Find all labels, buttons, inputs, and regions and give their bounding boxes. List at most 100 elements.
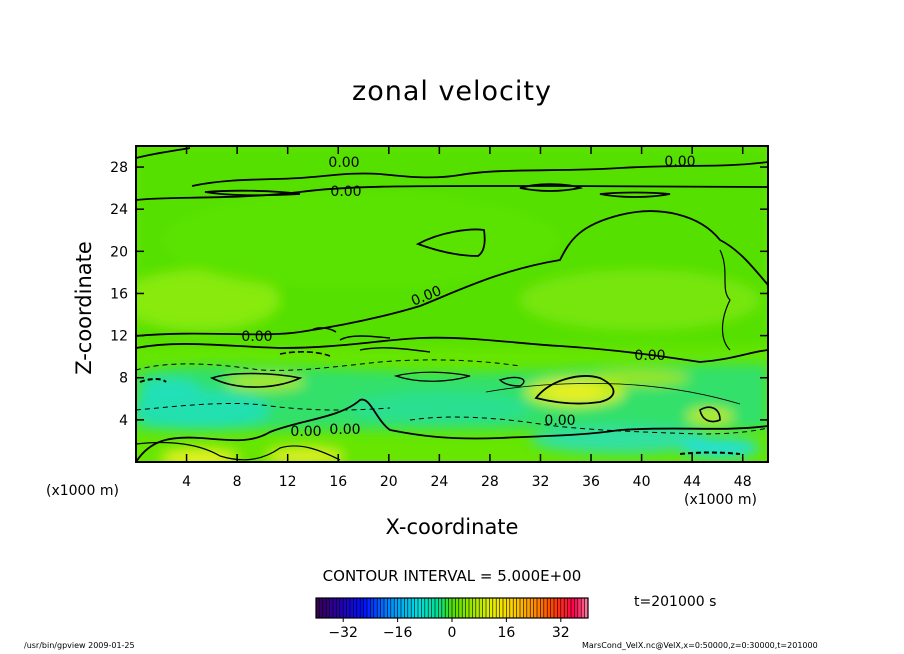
contour-label: 0.00 [544, 413, 575, 429]
contour-label: 0.00 [664, 154, 695, 170]
colorbar-swatch [424, 598, 429, 618]
colorbar-swatch [577, 598, 582, 618]
y-tick-label: 8 [119, 371, 128, 387]
colorbar-swatch [458, 598, 463, 618]
y-tick-label: 28 [110, 160, 128, 176]
colorbar-swatch [380, 598, 385, 618]
colorbar-swatch [350, 598, 354, 618]
colorbar-swatch [373, 598, 378, 618]
colorbar-swatch [469, 598, 473, 618]
colorbar-swatch [411, 598, 415, 618]
x-unit-label-left: (x1000 m) [46, 483, 119, 499]
footer-right: MarsCond_VelX.nc@VelX,x=0:50000,z=0:3000… [582, 641, 818, 650]
colorbar-swatch [489, 598, 494, 618]
colorbar-swatch [435, 598, 439, 618]
colorbar-swatch [353, 598, 358, 618]
colorbar: −32 −16 0 16 32 [315, 597, 589, 641]
x-tick-label: 40 [633, 474, 651, 490]
colorbar-swatch [384, 598, 388, 618]
colorbar-swatch [581, 598, 585, 618]
y-tick-label: 16 [110, 286, 128, 302]
colorbar-tick-label: 16 [497, 625, 515, 641]
colorbar-swatch [530, 598, 534, 618]
colorbar-swatch [445, 598, 449, 618]
colorbar-swatch [526, 598, 531, 618]
colorbar-swatch [356, 598, 361, 618]
colorbar-swatch [486, 598, 490, 618]
colorbar-swatch [550, 598, 555, 618]
colorbar-swatch [475, 598, 480, 618]
colorbar-swatch [567, 598, 572, 618]
colorbar-swatch [499, 598, 504, 618]
colorbar-swatch [367, 598, 371, 618]
colorbar-swatch [326, 598, 330, 618]
x-tick-label: 24 [430, 474, 448, 490]
x-axis-label: X-coordinate [385, 515, 519, 539]
colorbar-swatch [533, 598, 538, 618]
x-tick-label: 16 [329, 474, 347, 490]
colorbar-swatch [472, 598, 477, 618]
x-tick-label: 8 [233, 474, 242, 490]
colorbar-swatch [540, 598, 545, 618]
contour-label: 0.00 [634, 348, 665, 364]
colorbar-swatch [455, 598, 460, 618]
colorbar-swatch [319, 598, 324, 618]
colorbar-swatch [418, 598, 422, 618]
colorbar-swatch [363, 598, 368, 618]
x-tick-label: 36 [582, 474, 600, 490]
colorbar-swatch [482, 598, 487, 618]
contour-label: 0.00 [329, 422, 360, 438]
colorbar-swatch [428, 598, 432, 618]
x-tick-label: 48 [734, 474, 752, 490]
colorbar-swatch [496, 598, 500, 618]
contour-label: 0.00 [330, 184, 361, 200]
colorbar-tick-label: 32 [552, 625, 570, 641]
colorbar-swatch [448, 598, 453, 618]
colorbar-swatch [370, 598, 375, 618]
footer-left: /usr/bin/gpview 2009-01-25 [24, 641, 135, 650]
colorbar-swatch [339, 598, 344, 618]
contour-labels: 0.000.000.000.000.000.000.000.000.00 [241, 154, 695, 440]
colorbar-swatch [513, 598, 517, 618]
colorbar-swatch [571, 598, 575, 618]
colorbar-swatch [343, 598, 347, 618]
colorbar-swatch [574, 598, 579, 618]
colorbar-swatch [516, 598, 521, 618]
x-tick-label: 12 [279, 474, 297, 490]
colorbar-swatch [438, 598, 443, 618]
colorbar-swatch [584, 598, 589, 618]
x-tick-label: 44 [683, 474, 701, 490]
colorbar-swatch [377, 598, 381, 618]
colorbar-swatch [564, 598, 568, 618]
colorbar-swatch [557, 598, 562, 618]
colorbar-tick-label: −16 [383, 625, 413, 641]
colorbar-swatch [387, 598, 392, 618]
colorbar-swatch [421, 598, 426, 618]
colorbar-swatch [404, 598, 409, 618]
y-tick-label: 12 [110, 329, 128, 345]
y-tick-label: 24 [110, 202, 128, 218]
colorbar-swatch [322, 598, 327, 618]
colorbar-swatch [543, 598, 548, 618]
colorbar-swatch [506, 598, 511, 618]
colorbar-swatch [346, 598, 351, 618]
colorbar-swatch [397, 598, 402, 618]
colorbar-swatch [554, 598, 558, 618]
colorbar-swatch [509, 598, 514, 618]
colorbar-swatch [390, 598, 395, 618]
colorbar-swatch [537, 598, 541, 618]
plot-frame [135, 145, 769, 463]
colorbar-tick-label: 0 [448, 625, 457, 641]
colorbar-swatch [479, 598, 483, 618]
colorbar-swatch [394, 598, 398, 618]
colorbar-swatch [333, 598, 337, 618]
contour-label: 0.00 [241, 329, 272, 345]
colorbar-swatch [441, 598, 446, 618]
colorbar-swatch [360, 598, 364, 618]
colorbar-swatch [414, 598, 419, 618]
contour-label: 0.00 [290, 424, 321, 440]
colorbar-swatch [465, 598, 470, 618]
colorbar-tick-label: −32 [328, 625, 358, 641]
x-tick-label: 20 [380, 474, 398, 490]
